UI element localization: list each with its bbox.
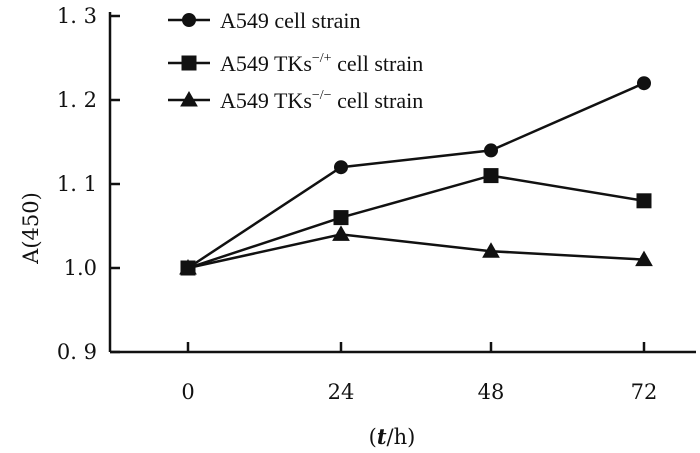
triangle-point: [332, 225, 350, 241]
y-tick-label: 1. 3: [57, 4, 97, 28]
square-point: [483, 168, 499, 184]
x-axis-title-variable: t: [377, 424, 387, 449]
x-tick-label: 48: [478, 380, 505, 404]
series-a549-line: [187, 82, 645, 270]
y-tick-label: 1.0: [64, 256, 97, 280]
x-tick-label: 0: [181, 380, 194, 404]
legend-label: A549 TKs−/+ cell strain: [220, 51, 423, 76]
legend-item: A549 cell strain: [168, 8, 361, 33]
legend-triangle-icon: [180, 90, 198, 107]
x-axis-title: (t/h): [369, 424, 416, 449]
x-axis-title-unit: /h): [387, 425, 416, 449]
series-a549-tks-het-line: [187, 174, 645, 270]
legend-circle-icon: [182, 13, 196, 27]
square-point: [636, 193, 652, 209]
legend-item: A549 TKs−/+ cell strain: [168, 51, 423, 76]
series-a549-tks-het: [180, 168, 652, 276]
triangle-point: [482, 242, 500, 258]
y-tick-label: 1. 1: [57, 172, 97, 196]
x-tick-label: 72: [631, 380, 658, 404]
y-tick-label: 0. 9: [57, 340, 97, 364]
square-point: [333, 210, 349, 226]
axes: [108, 12, 696, 354]
circle-point: [637, 76, 651, 91]
legend-label: A549 TKs−/− cell strain: [220, 88, 423, 113]
y-ticks: 0. 9 1.0 1. 1 1. 2 1. 3: [57, 4, 120, 364]
y-tick-label: 1. 2: [57, 88, 97, 112]
legend-square-icon: [181, 55, 197, 71]
legend-item: A549 TKs−/− cell strain: [168, 88, 423, 113]
circle-point: [484, 143, 498, 158]
x-axis-title-open: (: [369, 425, 377, 449]
series-a549-tks-null: [179, 225, 653, 275]
legend-label: A549 cell strain: [220, 8, 361, 33]
triangle-point: [635, 250, 653, 267]
triangle-point: [179, 258, 197, 275]
series-a549-tks-null-line: [187, 233, 645, 270]
x-ticks: 0 24 48 72: [181, 342, 657, 404]
x-tick-label: 24: [328, 380, 355, 404]
series-layer: [179, 76, 653, 276]
legend: A549 cell strain A549 TKs−/+ cell strain A…: [168, 8, 423, 113]
circle-point: [334, 160, 348, 175]
y-axis-title: A(450): [19, 192, 43, 265]
